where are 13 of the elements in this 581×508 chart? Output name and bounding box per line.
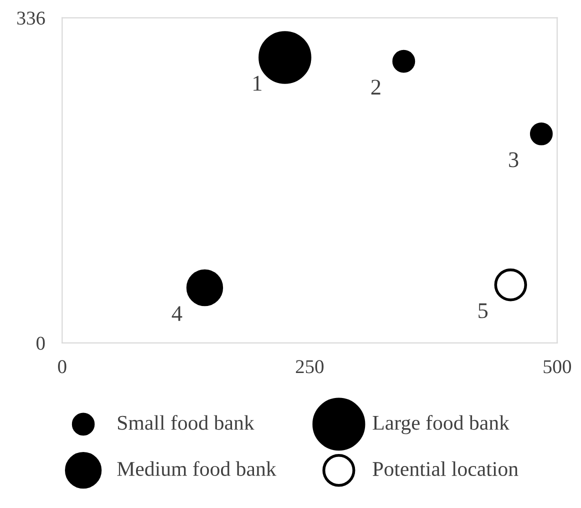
x-tick-label: 250 bbox=[296, 360, 324, 374]
legend-label: Potential location bbox=[372, 461, 518, 476]
x-tick-label: 500 bbox=[544, 360, 572, 374]
annotation: 4 bbox=[172, 306, 182, 321]
legend-label: Medium food bank bbox=[117, 461, 276, 476]
legend-label: Large food bank bbox=[372, 414, 510, 434]
y-tick-label: 336 bbox=[17, 12, 45, 25]
annotation: 1 bbox=[254, 76, 262, 91]
x-tick-label: 0 bbox=[58, 360, 66, 374]
annotation: 2 bbox=[371, 80, 380, 94]
legend-label: Small food bank bbox=[118, 414, 254, 430]
annotation: 5 bbox=[478, 303, 488, 318]
annotation: 3 bbox=[509, 152, 518, 168]
